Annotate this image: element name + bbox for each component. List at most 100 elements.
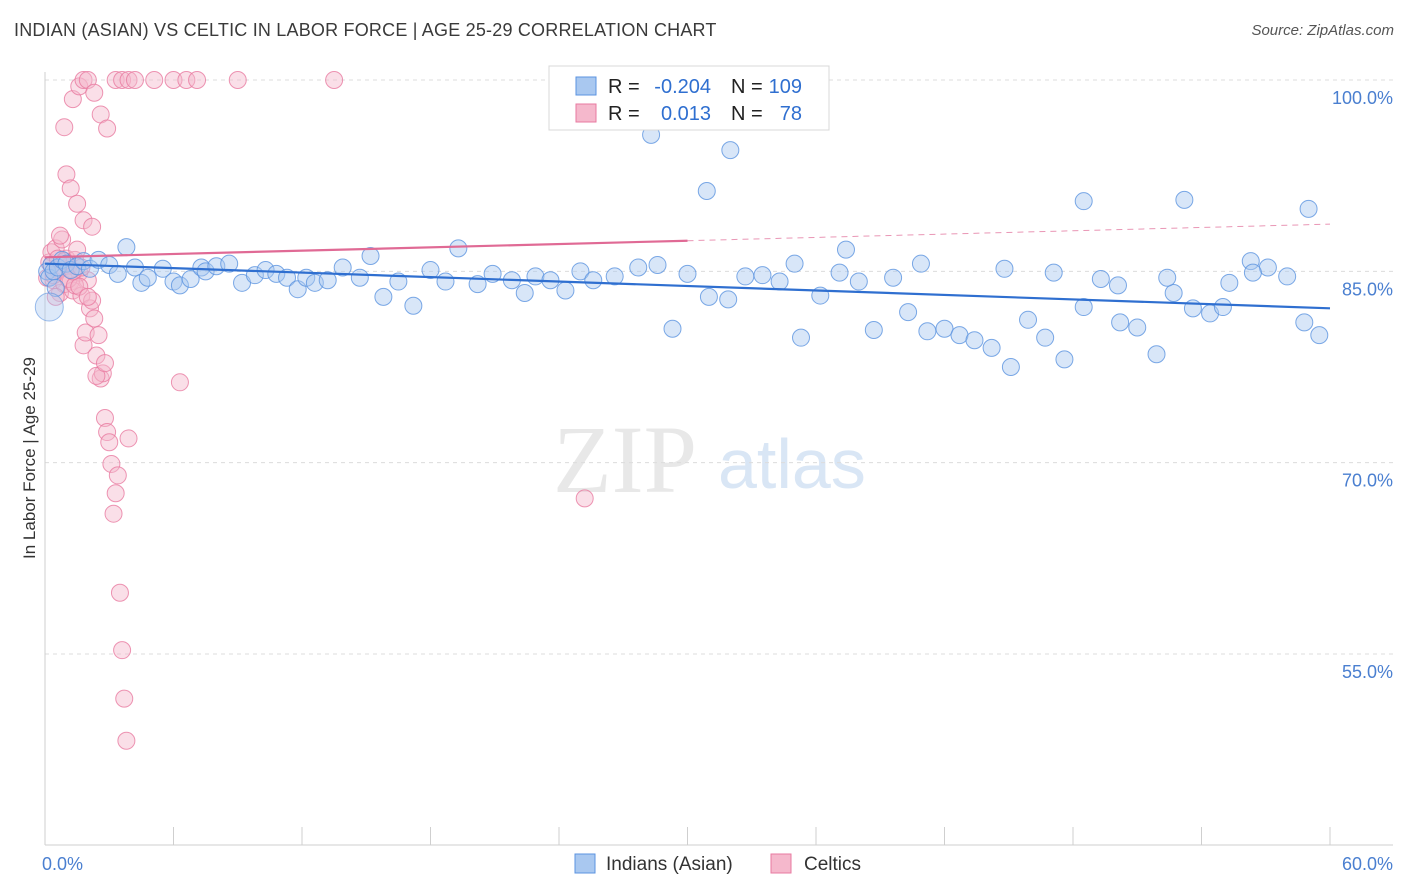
- indians-points: [34, 125, 1329, 376]
- celtics-point: [61, 179, 80, 198]
- legend-r-value-2: 0.013: [661, 103, 711, 125]
- indians-point: [629, 258, 648, 277]
- indians-point: [697, 181, 716, 200]
- legend-swatch-blue: [575, 76, 597, 96]
- indians-point: [267, 264, 286, 283]
- indians-point: [982, 338, 1001, 357]
- indians-point: [1175, 190, 1194, 209]
- celtics-point: [68, 194, 87, 213]
- celtics-trend-extension: [687, 223, 1331, 242]
- indians-point: [117, 238, 136, 257]
- y-tick-label: 70.0%: [1342, 471, 1393, 491]
- celtics-point: [177, 71, 196, 89]
- indians-point: [1213, 298, 1232, 317]
- indians-point: [389, 272, 408, 291]
- indians-point: [350, 268, 369, 287]
- celtics-point: [188, 71, 207, 89]
- indians-point: [1147, 345, 1166, 364]
- celtics-point: [95, 354, 114, 373]
- watermark-atlas: atlas: [718, 425, 866, 503]
- indians-point: [1241, 252, 1260, 271]
- indians-point: [1243, 263, 1262, 282]
- celtics-point: [575, 489, 594, 508]
- indians-point: [1108, 276, 1127, 295]
- indians-point: [899, 303, 918, 322]
- indians-point: [605, 267, 624, 286]
- indians-point: [884, 268, 903, 287]
- indians-point: [1295, 313, 1314, 332]
- y-tick-label: 100.0%: [1332, 88, 1393, 108]
- indians-point: [181, 269, 200, 288]
- bottom-legend-swatch-blue: [574, 853, 596, 874]
- indians-point: [1164, 284, 1183, 303]
- indians-point: [108, 264, 127, 283]
- indians-point: [138, 268, 157, 287]
- legend-swatch-pink: [575, 103, 597, 123]
- source-label: Source: ZipAtlas.com: [1251, 22, 1394, 39]
- gridlines: [45, 79, 1393, 655]
- indians-point: [699, 287, 718, 306]
- indians-point: [196, 262, 215, 281]
- indians-point: [663, 319, 682, 338]
- celtics-point: [95, 409, 114, 428]
- y-tick-label: 55.0%: [1342, 662, 1393, 682]
- celtics-trend-line: [44, 239, 688, 259]
- y-tick-label: 85.0%: [1342, 279, 1393, 299]
- y-axis-label: In Labor Force | Age 25-29: [20, 357, 39, 559]
- celtics-point: [108, 466, 127, 485]
- celtics-point: [113, 641, 132, 660]
- indians-point: [721, 141, 740, 160]
- legend-n-label-2: N =: [731, 103, 763, 125]
- legend-n-label-1: N =: [731, 76, 763, 98]
- indians-point: [1044, 263, 1063, 282]
- celtics-point: [98, 119, 117, 138]
- indians-point: [785, 254, 804, 273]
- indians-point: [1258, 258, 1277, 277]
- celtics-point: [100, 433, 119, 452]
- celtics-point: [164, 71, 183, 89]
- celtics-point: [72, 286, 91, 305]
- indians-point: [1055, 350, 1074, 369]
- indians-point: [170, 276, 189, 295]
- indians-point: [278, 268, 297, 287]
- indians-point: [404, 296, 423, 315]
- celtics-point: [78, 287, 97, 306]
- indians-point: [220, 254, 239, 273]
- indians-point: [1074, 298, 1093, 317]
- celtics-point: [145, 71, 164, 89]
- indians-point: [678, 264, 697, 283]
- bottom-legend-swatch-pink: [770, 853, 792, 874]
- chart-title: INDIAN (ASIAN) VS CELTIC IN LABOR FORCE …: [14, 20, 717, 40]
- indians-point: [1001, 358, 1020, 376]
- bottom-legend-label-indians: Indians (Asian): [606, 854, 733, 875]
- celtics-point: [113, 71, 132, 89]
- indians-point: [526, 267, 545, 286]
- indians-point: [911, 254, 930, 273]
- indians-point: [918, 322, 937, 341]
- celtics-point: [110, 583, 129, 602]
- legend-n-value-2: 78: [780, 103, 802, 125]
- indians-point: [584, 271, 603, 290]
- indians-point: [935, 319, 954, 338]
- indians-point: [1310, 326, 1329, 345]
- legend-r-value-1: -0.204: [654, 76, 711, 98]
- indians-point: [333, 258, 352, 277]
- x-tick-label-min: 0.0%: [42, 854, 83, 874]
- celtics-point: [85, 83, 104, 102]
- indians-point: [719, 290, 738, 309]
- indians-point: [1158, 268, 1177, 287]
- celtics-point: [117, 731, 136, 750]
- indians-point: [648, 255, 667, 274]
- indians-point: [830, 263, 849, 282]
- celtics-point: [170, 373, 189, 392]
- indians-point: [421, 261, 440, 280]
- indians-point: [1220, 273, 1239, 292]
- indians-point: [46, 278, 65, 297]
- indians-point: [965, 331, 984, 350]
- indians-point: [950, 326, 969, 345]
- celtics-point: [104, 504, 123, 523]
- celtics-point: [106, 71, 125, 89]
- legend-r-label-1: R =: [608, 76, 640, 98]
- celtics-point: [89, 326, 108, 345]
